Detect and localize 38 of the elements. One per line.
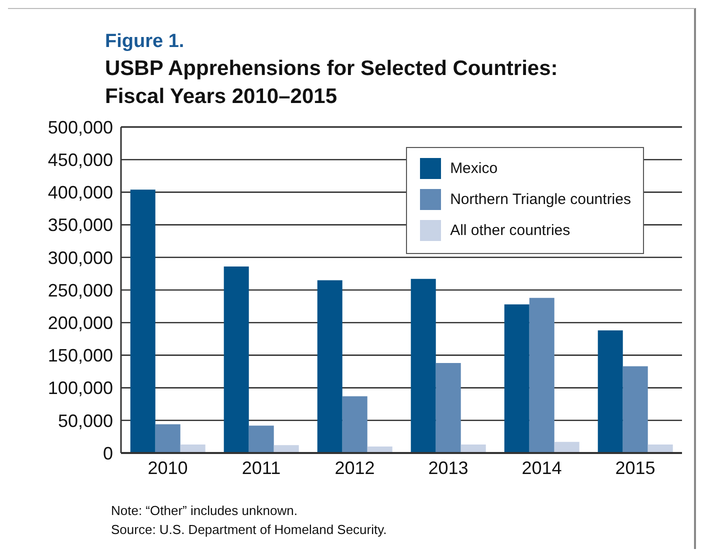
legend-label: Northern Triangle countries [450, 191, 631, 208]
bar [436, 363, 461, 453]
source-note: Source: U.S. Department of Homeland Security. [111, 521, 387, 539]
legend-label: All other countries [450, 222, 570, 239]
bar [504, 304, 530, 453]
x-tick-label: 2015 [615, 458, 656, 478]
bar [598, 330, 623, 453]
x-tick-label: 2012 [334, 458, 375, 478]
text: Note: “Other” includes unknown. [111, 502, 298, 520]
bar [155, 424, 180, 453]
chart-title: Figure 1. [105, 31, 186, 53]
bar [317, 280, 342, 453]
bar [410, 278, 436, 453]
x-tick-label: 2013 [428, 458, 468, 478]
bar [622, 366, 648, 453]
y-tick-label: 350,000 [48, 215, 113, 236]
bar [248, 426, 274, 453]
bar [274, 445, 299, 453]
y-tick-label: 0 [102, 443, 113, 464]
bar [130, 190, 156, 453]
y-tick-label: 150,000 [48, 346, 113, 366]
bar [529, 298, 554, 453]
x-tick-label: 2014 [522, 458, 562, 478]
bar [224, 266, 249, 453]
bar [342, 396, 368, 453]
y-tick-label: 300,000 [48, 248, 113, 268]
bar [554, 442, 580, 453]
y-tick-label: 100,000 [48, 378, 113, 398]
y-tick-label: 250,000 [48, 280, 113, 300]
y-tick-label: 200,000 [48, 312, 113, 333]
y-tick-label: 450,000 [48, 150, 113, 170]
y-tick-label: 400,000 [48, 182, 113, 203]
y-tick-label: 50,000 [58, 410, 113, 431]
x-tick-label: 2010 [148, 458, 188, 478]
legend-label: Mexico [450, 160, 498, 177]
x-tick-label: 2011 [242, 458, 281, 478]
chart-subtitle: USBP Apprehensions for Selected Countries: Fiscal Years 2010–2015 [105, 56, 559, 110]
y-tick-label: 500,000 [48, 117, 113, 138]
